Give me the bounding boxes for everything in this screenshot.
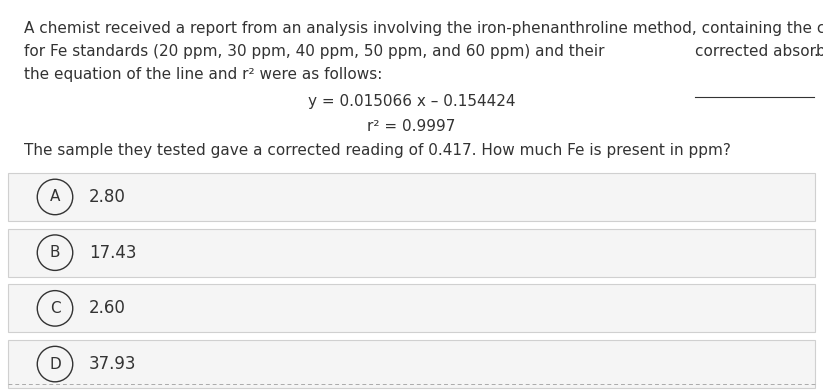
Text: The sample they tested gave a corrected reading of 0.417. How much Fe is present: The sample they tested gave a corrected … <box>25 143 732 158</box>
Text: 2.60: 2.60 <box>89 299 126 318</box>
Text: the equation of the line and r² were as follows:: the equation of the line and r² were as … <box>25 67 383 82</box>
Text: . The report stated that: . The report stated that <box>814 44 823 59</box>
FancyBboxPatch shape <box>8 173 815 221</box>
Text: corrected absorbances: corrected absorbances <box>695 44 823 59</box>
Text: for Fe standards (20 ppm, 30 ppm, 40 ppm, 50 ppm, and 60 ppm) and their: for Fe standards (20 ppm, 30 ppm, 40 ppm… <box>25 44 610 59</box>
Text: r² = 0.9997: r² = 0.9997 <box>367 119 456 134</box>
FancyBboxPatch shape <box>8 284 815 332</box>
Text: B: B <box>49 245 60 260</box>
Text: A chemist received a report from an analysis involving the iron-phenanthroline m: A chemist received a report from an anal… <box>25 21 823 36</box>
Text: C: C <box>49 301 60 316</box>
Text: 37.93: 37.93 <box>89 355 137 373</box>
FancyBboxPatch shape <box>8 340 815 388</box>
FancyBboxPatch shape <box>8 229 815 277</box>
Text: A: A <box>50 189 60 205</box>
Text: y = 0.015066 x – 0.154424: y = 0.015066 x – 0.154424 <box>308 94 515 109</box>
Text: D: D <box>49 357 61 372</box>
Text: 17.43: 17.43 <box>89 244 137 262</box>
Text: 2.80: 2.80 <box>89 188 126 206</box>
